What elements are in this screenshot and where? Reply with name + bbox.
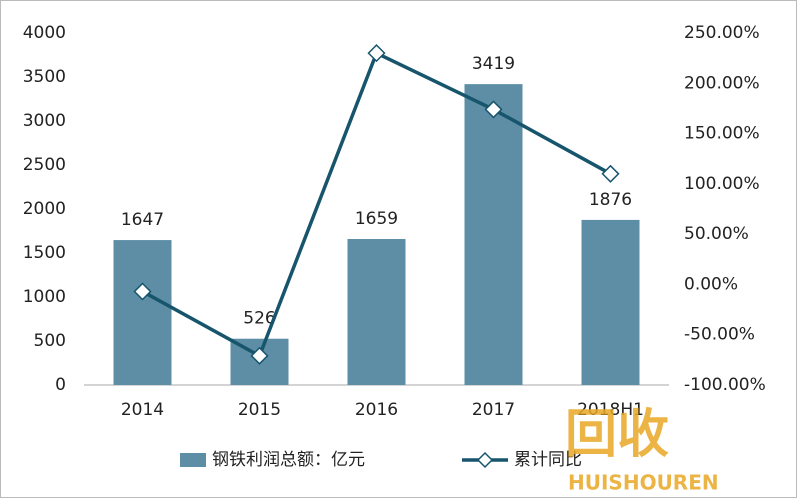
bar-value-label: 3419 [472, 54, 515, 74]
legend-swatch [476, 451, 494, 469]
bar-value-label: 526 [243, 309, 275, 329]
y-tick-label: 500 [34, 331, 66, 351]
y2-tick-label: 200.00% [684, 73, 760, 93]
x-tick-label: 2016 [355, 400, 398, 420]
x-tick-label: 2017 [472, 400, 515, 420]
x-tick-label: 2018H1 [577, 400, 644, 420]
y2-tick-label: 250.00% [684, 23, 760, 43]
y-tick-label: 2000 [23, 199, 66, 219]
y2-tick-label: -100.00% [684, 375, 766, 395]
legend-swatch [180, 453, 206, 467]
y2-tick-label: -50.00% [684, 325, 755, 345]
watermark-subtext: HUISHOUREN [568, 471, 719, 495]
y-tick-label: 4000 [23, 23, 66, 43]
bar-value-label: 1659 [355, 209, 398, 229]
x-tick-label: 2014 [121, 400, 164, 420]
line-marker [367, 44, 386, 63]
line-marker [601, 164, 620, 183]
y-tick-label: 2500 [23, 155, 66, 175]
legend-label: 累计同比 [514, 450, 582, 470]
y2-tick-label: 50.00% [684, 224, 749, 244]
line-marker [250, 346, 269, 365]
y-tick-label: 1000 [23, 287, 66, 307]
y-tick-label: 0 [55, 375, 66, 395]
y2-tick-label: 100.00% [684, 174, 760, 194]
bar [581, 219, 640, 385]
y2-tick-label: 150.00% [684, 124, 760, 144]
bar-value-label: 1647 [121, 210, 164, 230]
bar [113, 240, 172, 385]
line-marker [133, 282, 152, 301]
watermark-text: 回收 [565, 405, 669, 465]
y-tick-label: 3000 [23, 111, 66, 131]
bar [464, 84, 523, 386]
y2-tick-label: 0.00% [684, 274, 738, 294]
legend-label: 钢铁利润总额：亿元 [212, 450, 365, 470]
x-tick-label: 2015 [238, 400, 281, 420]
bar [347, 239, 406, 385]
line-marker [484, 100, 503, 119]
y-tick-label: 3500 [23, 67, 66, 87]
y-tick-label: 1500 [23, 243, 66, 263]
bar-value-label: 1876 [589, 190, 632, 210]
